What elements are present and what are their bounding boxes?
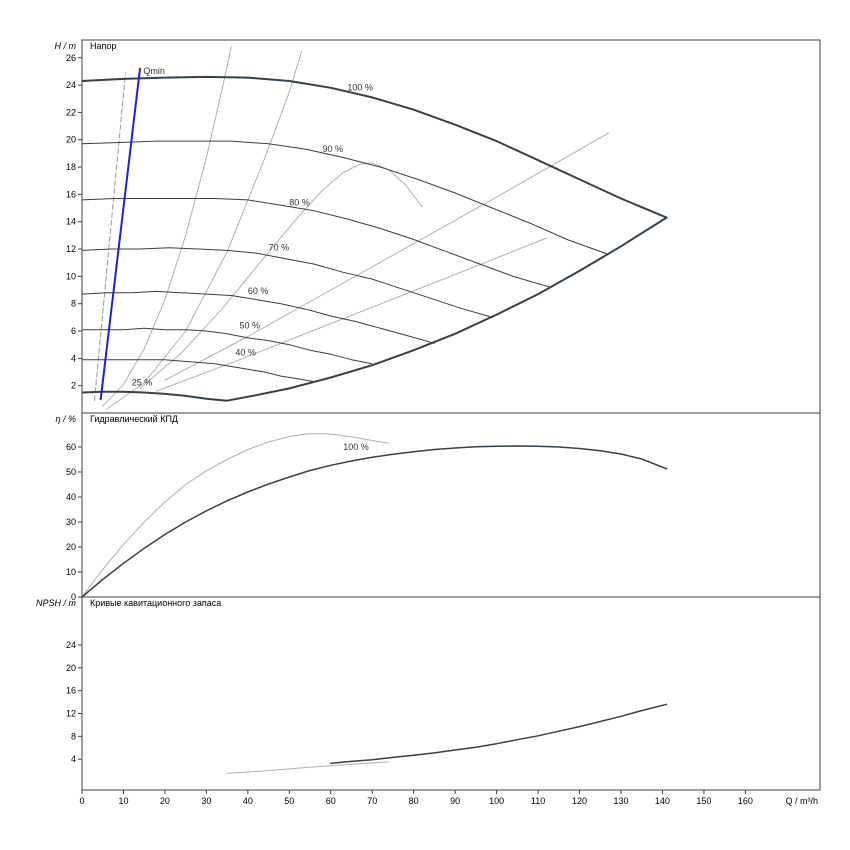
y-tick-label: 20 xyxy=(66,542,76,552)
y-tick-label: 22 xyxy=(66,107,76,117)
y-tick-label: 26 xyxy=(66,53,76,63)
y-tick-label: 30 xyxy=(66,517,76,527)
x-tick-label: 120 xyxy=(572,796,587,806)
curve-label: 25 % xyxy=(132,378,153,388)
curve-label: 100 % xyxy=(343,442,369,452)
y-tick-label: 20 xyxy=(66,663,76,673)
efficiency-gray xyxy=(82,433,390,597)
y-axis-label-npsh: NPSH / m xyxy=(36,598,77,608)
iso-efficiency-2 xyxy=(106,50,303,410)
curve-label: 100 % xyxy=(347,83,373,93)
x-tick-label: 30 xyxy=(201,796,211,806)
x-axis-label: Q / m³/h xyxy=(785,796,818,806)
npsh-100 xyxy=(330,703,668,764)
y-tick-label: 60 xyxy=(66,442,76,452)
x-tick-label: 110 xyxy=(531,796,545,806)
iso-efficiency-5 xyxy=(156,237,547,392)
y-tick-label: 10 xyxy=(66,271,76,281)
y-tick-label: 12 xyxy=(66,708,76,718)
curve-label: 80 % xyxy=(289,197,310,207)
speed-curve-90 xyxy=(82,140,610,255)
iso-efficiency-4 xyxy=(164,132,610,381)
x-tick-label: 80 xyxy=(409,796,419,806)
qmin-line xyxy=(99,67,141,401)
curve-label: 90 % xyxy=(322,144,343,154)
y-tick-label: 6 xyxy=(71,326,76,336)
operating-envelope-100 xyxy=(82,75,668,402)
y-tick-label: 4 xyxy=(71,353,76,363)
y-tick-label: 0 xyxy=(71,592,76,602)
x-tick-label: 150 xyxy=(696,796,711,806)
npsh-gray xyxy=(226,761,390,774)
speed-curve-50 xyxy=(82,327,373,365)
y-tick-label: 16 xyxy=(66,189,76,199)
x-tick-label: 10 xyxy=(118,796,128,806)
x-tick-label: 90 xyxy=(450,796,460,806)
speed-curve-40 xyxy=(82,359,315,383)
iso-efficiency-3 xyxy=(139,162,423,389)
qmin-limit-dashed xyxy=(93,72,126,402)
y-tick-label: 4 xyxy=(71,754,76,764)
y-tick-label: 8 xyxy=(71,731,76,741)
x-tick-label: 20 xyxy=(160,796,170,806)
y-tick-label: 18 xyxy=(66,162,76,172)
y-tick-label: 10 xyxy=(66,567,76,577)
y-tick-label: 14 xyxy=(66,217,76,227)
y-tick-label: 2 xyxy=(71,381,76,391)
speed-curve-60 xyxy=(82,290,435,344)
x-tick-label: 40 xyxy=(243,796,253,806)
y-tick-label: 8 xyxy=(71,299,76,309)
x-tick-label: 140 xyxy=(655,796,670,806)
x-tick-label: 100 xyxy=(489,796,504,806)
efficiency-100 xyxy=(82,445,668,597)
x-tick-label: 160 xyxy=(738,796,753,806)
panel-title-efficiency: Гидравлический КПД xyxy=(90,414,178,424)
x-tick-label: 0 xyxy=(79,796,84,806)
curve-label: 70 % xyxy=(269,242,290,252)
panel-title-npsh: Кривые кавитационного запаса xyxy=(90,598,221,608)
y-tick-label: 24 xyxy=(66,640,76,650)
curve-label: Qmin xyxy=(143,66,165,76)
x-tick-label: 60 xyxy=(326,796,336,806)
x-tick-label: 70 xyxy=(367,796,377,806)
panel-title-head: Напор xyxy=(90,41,116,51)
curve-label: 40 % xyxy=(235,348,256,358)
y-tick-label: 12 xyxy=(66,244,76,254)
iso-efficiency-1 xyxy=(102,46,232,407)
y-tick-label: 16 xyxy=(66,686,76,696)
plot-frame xyxy=(81,39,821,791)
speed-curve-80 xyxy=(82,198,551,288)
y-tick-label: 24 xyxy=(66,80,76,90)
y-axis-label-head: H / m xyxy=(55,41,77,51)
x-tick-label: 130 xyxy=(613,796,628,806)
y-tick-label: 50 xyxy=(66,467,76,477)
curve-label: 50 % xyxy=(240,320,261,330)
curve-label: 60 % xyxy=(248,286,269,296)
x-tick-label: 50 xyxy=(284,796,294,806)
speed-curve-70 xyxy=(82,247,493,318)
y-tick-label: 40 xyxy=(66,492,76,502)
y-axis-label-efficiency: η / % xyxy=(55,414,76,424)
y-tick-label: 20 xyxy=(66,135,76,145)
